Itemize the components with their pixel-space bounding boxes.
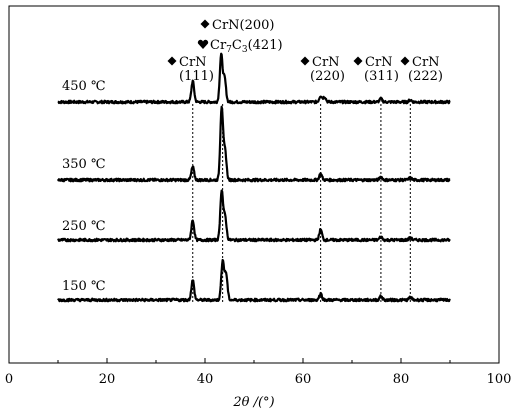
x-tick-label: 0 <box>5 372 13 387</box>
annotation-label: CrN(200) <box>212 18 275 33</box>
series-label: 450 ℃ <box>62 79 106 94</box>
annotation-label: (311) <box>364 69 399 84</box>
diamond-marker-icon <box>300 56 310 66</box>
annotation-label: (222) <box>408 69 443 84</box>
x-tick-label: 60 <box>295 372 312 387</box>
x-tick-label: 80 <box>393 372 410 387</box>
diamond-marker-icon <box>167 56 177 66</box>
annotation-label: CrN <box>312 55 340 70</box>
traces <box>56 52 451 303</box>
annotation-label: (111) <box>179 69 214 84</box>
series-trace <box>56 105 451 183</box>
x-tick-label: 100 <box>487 372 512 387</box>
diamond-marker-icon <box>200 19 210 29</box>
series-label: 250 ℃ <box>62 219 106 234</box>
diamond-marker-icon <box>353 56 363 66</box>
series-trace <box>57 189 451 243</box>
annotation-label: CrN <box>365 55 393 70</box>
annotation-label: Cr7C3(421) <box>210 38 283 55</box>
series-trace <box>57 52 451 105</box>
heart-marker-icon <box>197 39 209 49</box>
diamond-marker-icon <box>400 56 410 66</box>
peak-annotations: CrN(111)CrN(200)Cr7C3(421)CrN(220)CrN(31… <box>167 18 443 84</box>
series-label: 350 ℃ <box>62 157 106 172</box>
series-trace <box>57 258 451 303</box>
annotation-label: (220) <box>310 69 345 84</box>
annotation-label: CrN <box>412 55 440 70</box>
series-label: 150 ℃ <box>62 279 106 294</box>
annotation-label: CrN <box>179 55 207 70</box>
x-axis-label: 2θ /(°) <box>232 395 274 410</box>
series-labels: 450 ℃ 350 ℃ 250 ℃ 150 ℃ <box>62 79 106 294</box>
x-axis: 0 20 40 60 80 100 <box>5 358 512 387</box>
x-tick-label: 40 <box>197 372 214 387</box>
x-tick-label: 20 <box>99 372 116 387</box>
